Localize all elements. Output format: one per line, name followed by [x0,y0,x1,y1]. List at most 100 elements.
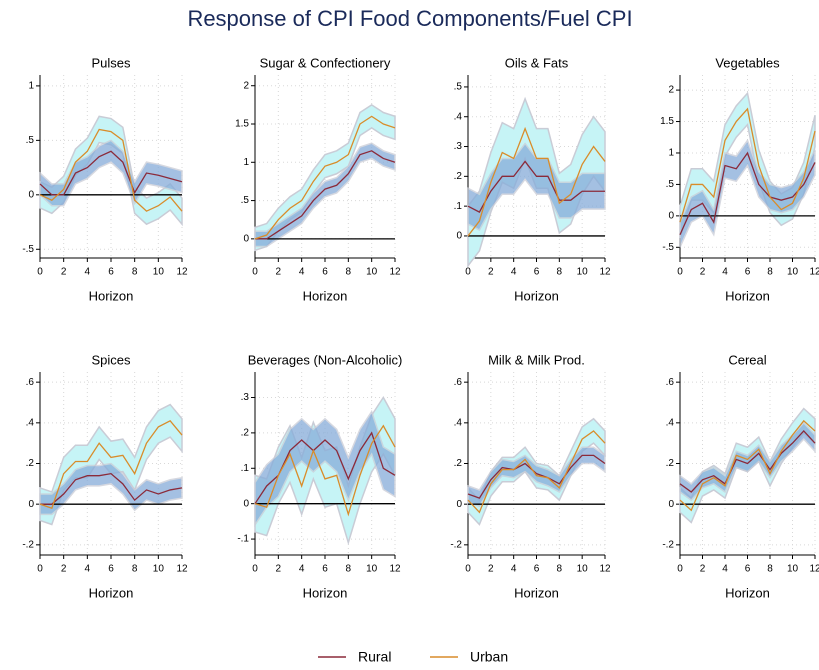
x-tick-label: 12 [599,564,611,575]
series-line [467,430,606,514]
x-tick-label: 2 [700,267,706,278]
y-tick-label: 0 [28,499,34,510]
y-tick-label: -.2 [450,539,462,550]
y-tick-label: .5 [241,195,250,206]
x-tick-label: 8 [132,267,138,278]
series-line [39,128,183,212]
y-tick-label: .5 [26,135,35,146]
x-axis-label: Horizon [303,585,348,600]
x-tick-label: 12 [389,267,401,278]
y-tick-label: .2 [454,458,463,469]
panel-title: Milk & Milk Prod. [488,352,585,367]
x-tick-label: 0 [465,564,471,575]
y-tick-label: .6 [666,377,675,388]
y-tick-label: 2 [668,85,674,96]
x-tick-label: 6 [108,267,114,278]
x-tick-label: 6 [108,564,114,575]
x-tick-label: 4 [85,564,91,575]
x-tick-label: 4 [299,267,305,278]
x-tick-label: 10 [153,564,165,575]
confidence-band [39,462,183,516]
x-tick-label: 10 [787,267,799,278]
y-tick-label: 1 [28,81,34,92]
confidence-band [254,142,396,248]
confidence-band [467,142,606,231]
y-tick-label: .5 [454,82,463,93]
x-tick-label: 10 [153,267,165,278]
panel-title: Oils & Fats [505,55,569,70]
y-tick-label: .2 [454,171,463,182]
x-tick-label: 10 [577,564,589,575]
panel-title: Sugar & Confectionery [260,55,391,70]
x-tick-label: 6 [745,564,751,575]
x-tick-label: 0 [677,564,683,575]
x-tick-label: 8 [767,267,773,278]
y-tick-label: .3 [241,392,250,403]
y-tick-label: -.5 [22,244,34,255]
x-tick-label: 2 [61,267,67,278]
x-tick-label: 0 [252,267,258,278]
y-tick-label: .4 [454,111,463,122]
y-tick-label: -.2 [22,539,34,550]
x-tick-label: 0 [252,564,258,575]
y-tick-label: -.2 [662,539,674,550]
y-tick-label: -.5 [662,242,674,253]
y-tick-label: .3 [454,141,463,152]
x-tick-label: 6 [322,267,328,278]
series-line [39,150,183,196]
x-tick-label: 4 [299,564,305,575]
x-tick-label: 0 [37,564,43,575]
confidence-band [679,421,816,502]
x-tick-label: 2 [700,564,706,575]
y-tick-label: .5 [666,179,675,190]
y-tick-label: 0 [668,499,674,510]
x-tick-label: 0 [465,267,471,278]
y-tick-label: .2 [241,428,250,439]
y-tick-label: .2 [666,458,675,469]
y-tick-label: 0 [28,189,34,200]
x-tick-label: 6 [534,564,540,575]
y-tick-label: .4 [26,417,35,428]
legend-label: Urban [470,649,508,665]
y-tick-label: 1.5 [235,119,249,130]
series-line [679,430,816,493]
y-tick-label: .4 [454,417,463,428]
x-tick-label: 6 [745,267,751,278]
x-axis-label: Horizon [89,288,134,303]
x-axis-label: Horizon [514,585,559,600]
panel-title: Spices [91,352,131,367]
series-line [255,150,396,240]
x-tick-label: 2 [276,564,282,575]
panel-title: Cereal [728,352,766,367]
x-tick-label: 10 [366,564,378,575]
y-tick-label: 0 [456,499,462,510]
legend-label: Rural [358,649,391,665]
series-line [679,107,816,223]
x-tick-label: 10 [787,564,799,575]
x-axis-label: Horizon [89,585,134,600]
series-line [254,424,396,517]
y-tick-label: -.1 [237,534,249,545]
y-tick-label: .2 [26,458,35,469]
y-tick-label: 0 [243,233,249,244]
x-tick-label: 6 [534,267,540,278]
x-axis-label: Horizon [514,288,559,303]
x-tick-label: 6 [322,564,328,575]
x-tick-label: 8 [557,267,563,278]
x-tick-label: 12 [389,564,401,575]
y-tick-label: 0 [668,211,674,222]
y-tick-label: .6 [26,377,35,388]
y-tick-label: 2 [243,80,249,91]
y-tick-label: 1 [668,148,674,159]
x-tick-label: 2 [488,267,494,278]
confidence-band [254,409,396,528]
x-tick-label: 2 [61,564,67,575]
x-tick-label: 10 [366,267,378,278]
x-tick-label: 12 [176,267,188,278]
x-tick-label: 2 [276,267,282,278]
series-line [679,151,816,235]
x-axis-label: Horizon [725,585,770,600]
series-line [679,419,816,512]
x-tick-label: 12 [809,564,819,575]
